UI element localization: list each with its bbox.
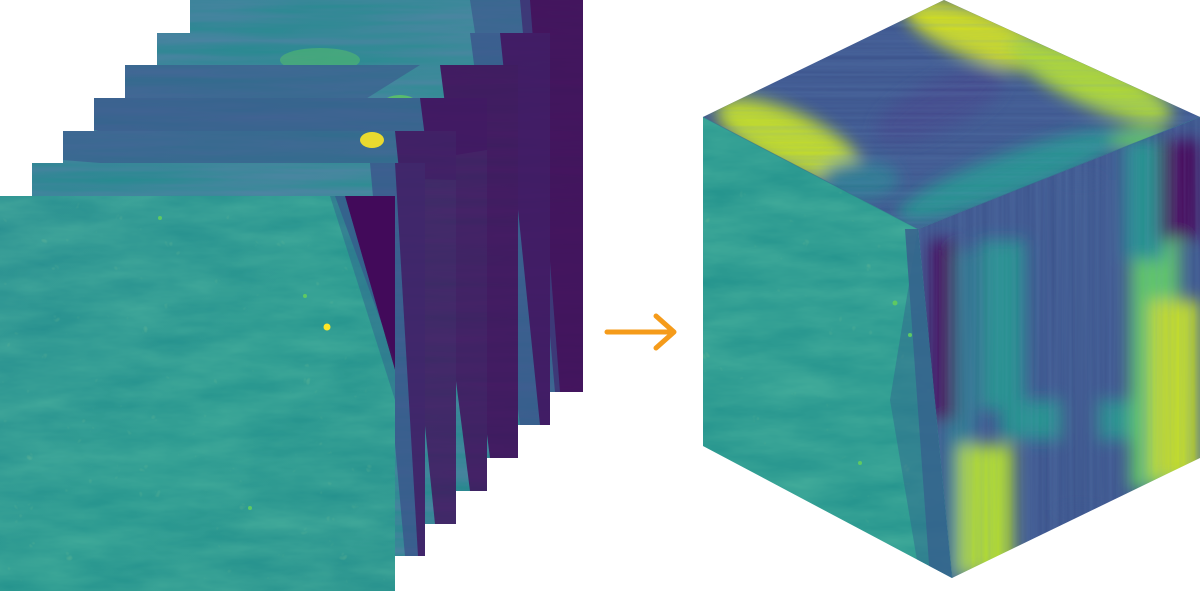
- image-slice-stack: [0, 0, 583, 591]
- image-slice-front: [0, 196, 395, 591]
- transform-arrow-icon: [604, 313, 677, 351]
- volume-cube: [702, 0, 1200, 579]
